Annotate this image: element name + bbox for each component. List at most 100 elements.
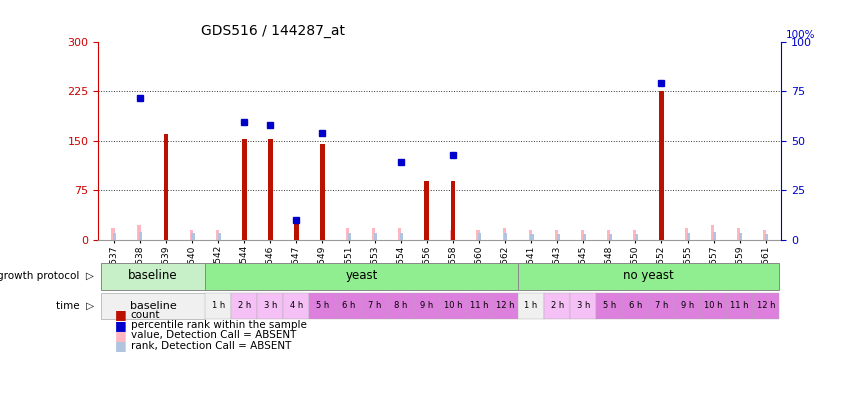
Bar (699, 293, 726, 319)
Bar (164, 134, 168, 240)
Text: 7 h: 7 h (654, 301, 667, 310)
Bar (345, 228, 349, 240)
Bar (582, 234, 585, 240)
Bar (113, 233, 116, 240)
Bar (570, 293, 595, 319)
Bar (556, 234, 559, 240)
Bar (476, 230, 479, 240)
Bar (450, 181, 455, 240)
Bar (632, 230, 635, 240)
Text: percentile rank within the sample: percentile rank within the sample (131, 320, 306, 330)
Bar (268, 230, 270, 240)
Bar (309, 293, 335, 319)
Bar (424, 181, 428, 240)
Bar (218, 233, 220, 240)
Bar (241, 229, 245, 240)
Text: time  ▷: time ▷ (55, 301, 94, 311)
Bar (347, 233, 351, 240)
Bar (622, 293, 647, 319)
Bar (647, 293, 674, 319)
Text: 9 h: 9 h (420, 301, 432, 310)
Bar (270, 234, 272, 240)
Bar (439, 293, 466, 319)
Text: 5 h: 5 h (316, 301, 328, 310)
Text: growth protocol  ▷: growth protocol ▷ (0, 271, 94, 281)
Bar (424, 229, 426, 240)
Bar (205, 293, 231, 319)
Bar (674, 293, 699, 319)
Bar (711, 225, 713, 240)
Bar (528, 230, 531, 240)
Bar (320, 228, 322, 240)
Bar (452, 234, 455, 240)
Bar (165, 234, 168, 240)
Bar (659, 228, 661, 240)
Text: 100%: 100% (785, 30, 814, 40)
Bar (293, 227, 297, 240)
Text: ■: ■ (115, 308, 127, 321)
Bar (216, 230, 218, 240)
Text: rank, Detection Call = ABSENT: rank, Detection Call = ABSENT (131, 341, 291, 351)
Text: ■: ■ (115, 319, 127, 331)
Bar (764, 234, 768, 240)
Bar (751, 293, 778, 319)
Text: 1 h: 1 h (524, 301, 537, 310)
Text: 7 h: 7 h (368, 301, 380, 310)
Bar (491, 293, 518, 319)
Bar (241, 139, 247, 240)
Bar (372, 228, 374, 240)
Text: 4 h: 4 h (289, 301, 303, 310)
Bar (139, 232, 142, 240)
Bar (736, 228, 740, 240)
Bar (466, 293, 491, 319)
Bar (426, 234, 429, 240)
Bar (712, 232, 716, 240)
Bar (387, 293, 413, 319)
Bar (320, 144, 324, 240)
Bar (686, 233, 689, 240)
Bar (295, 234, 299, 240)
Text: yeast: yeast (345, 269, 377, 282)
Bar (293, 220, 299, 240)
Bar (738, 233, 741, 240)
Text: 2 h: 2 h (550, 301, 563, 310)
Bar (450, 230, 453, 240)
Text: 8 h: 8 h (393, 301, 407, 310)
Text: 11 h: 11 h (729, 301, 748, 310)
Bar (543, 293, 570, 319)
Bar (684, 228, 688, 240)
Bar (191, 233, 194, 240)
Bar (502, 228, 505, 240)
Text: GDS516 / 144287_at: GDS516 / 144287_at (200, 24, 345, 38)
Text: count: count (131, 310, 160, 320)
Bar (595, 293, 622, 319)
Text: 3 h: 3 h (576, 301, 589, 310)
Bar (361, 293, 387, 319)
Bar (137, 225, 141, 240)
Bar (504, 233, 507, 240)
Text: 9 h: 9 h (680, 301, 693, 310)
Text: 3 h: 3 h (264, 301, 276, 310)
Bar (660, 234, 663, 240)
Bar (608, 234, 611, 240)
Bar (554, 230, 557, 240)
Bar (413, 293, 439, 319)
Text: ■: ■ (115, 339, 127, 352)
Text: 12 h: 12 h (756, 301, 775, 310)
Bar (322, 233, 324, 240)
Text: 12 h: 12 h (496, 301, 514, 310)
Bar (163, 228, 166, 240)
Text: ■: ■ (115, 329, 127, 342)
Bar (634, 234, 637, 240)
Bar (111, 228, 114, 240)
Bar (763, 230, 765, 240)
Bar (257, 293, 283, 319)
Bar (189, 230, 193, 240)
Bar (726, 293, 751, 319)
Text: 6 h: 6 h (628, 301, 641, 310)
Bar (478, 233, 481, 240)
Bar (518, 293, 543, 319)
Text: baseline: baseline (130, 301, 176, 311)
Bar (231, 293, 257, 319)
Bar (101, 293, 205, 319)
